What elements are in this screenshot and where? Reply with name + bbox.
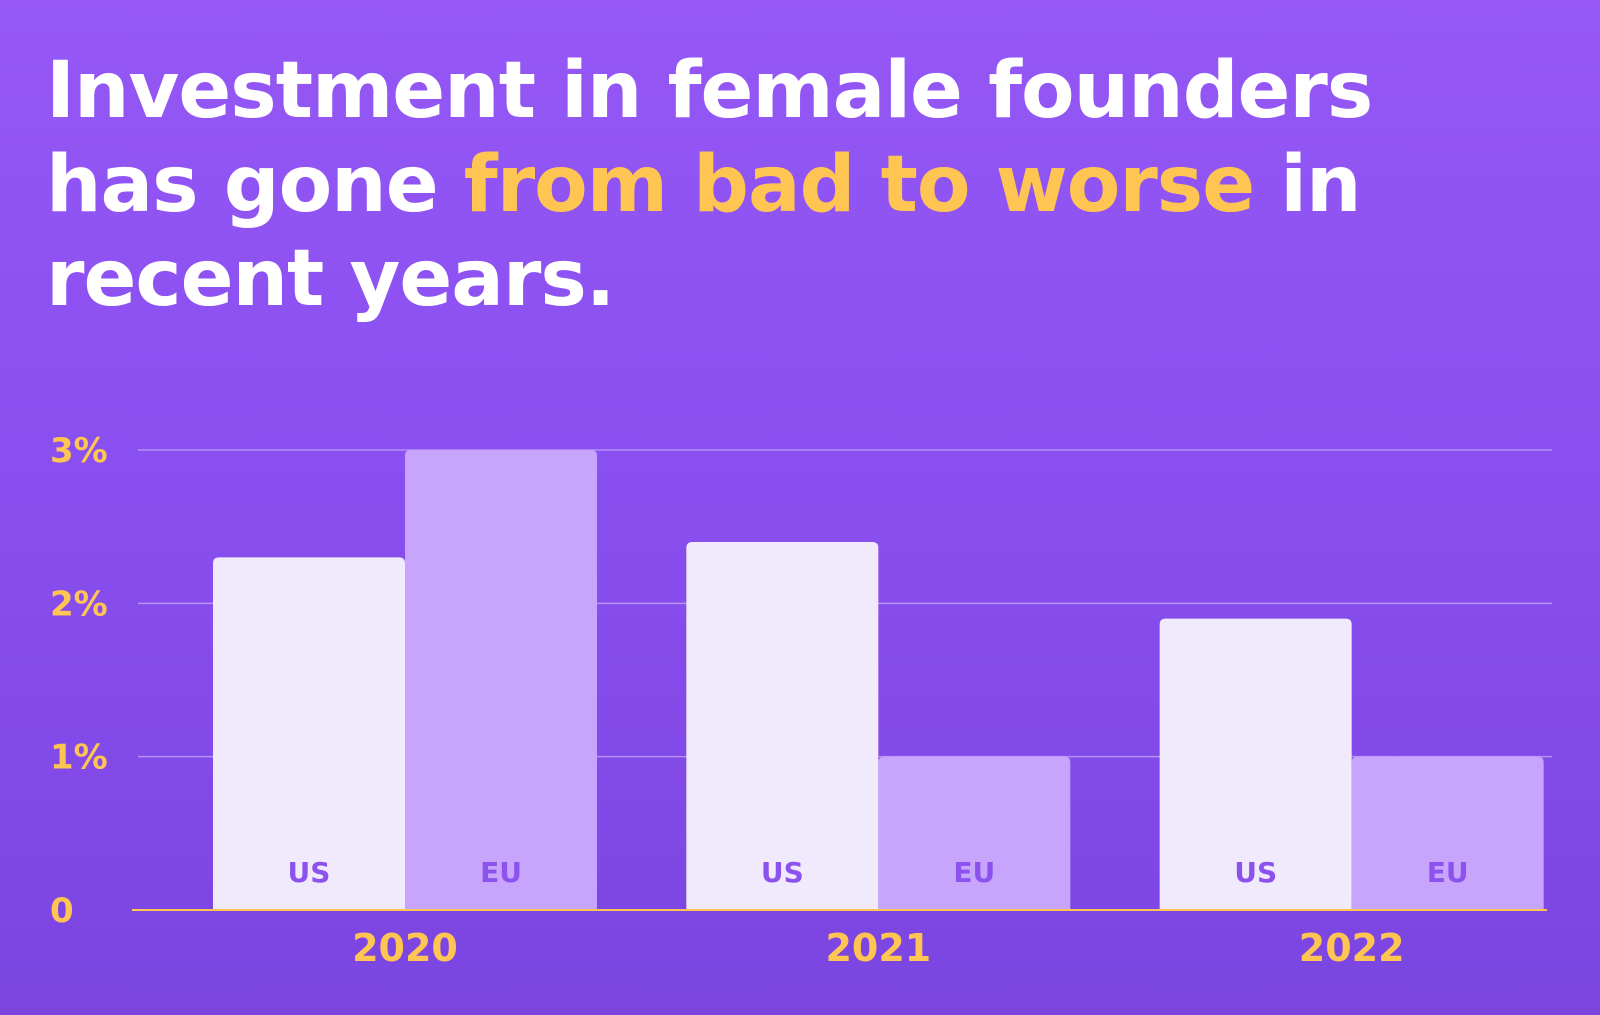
bar-us-2021	[686, 542, 879, 910]
bar-eu-2021	[878, 756, 1071, 910]
y-tick-label: 3%	[50, 431, 108, 471]
bar-series-label: US	[1234, 856, 1277, 889]
x-category-label: 2021	[825, 926, 931, 970]
bar-series-label: EU	[953, 856, 995, 889]
y-tick-label: 0	[50, 891, 74, 931]
bar-series-label: EU	[1427, 856, 1469, 889]
headline: Investment in female founders has gone f…	[46, 44, 1486, 326]
bar-series-label: US	[288, 856, 331, 889]
y-tick-label: 1%	[50, 738, 108, 778]
headline-part-2: in recent years.	[46, 140, 1362, 324]
bar-eu-2020	[405, 450, 597, 910]
x-category-label: 2022	[1299, 926, 1405, 970]
bar-us-2020	[213, 557, 405, 910]
y-tick-label: 2%	[50, 584, 108, 624]
x-category-label: 2020	[352, 926, 458, 970]
bars: US EU US EU US EU	[213, 450, 1544, 910]
axes: 0 1% 2% 3% 2020 2021 2022	[50, 431, 1547, 970]
headline-part-1: Investment in female founders has gone	[46, 46, 1373, 230]
headline-highlight: from bad to worse	[463, 140, 1255, 230]
bar-series-label: EU	[480, 856, 522, 889]
bar-series-label: US	[761, 856, 804, 889]
bar-eu-2022	[1351, 756, 1544, 910]
bar-us-2022	[1159, 618, 1352, 910]
